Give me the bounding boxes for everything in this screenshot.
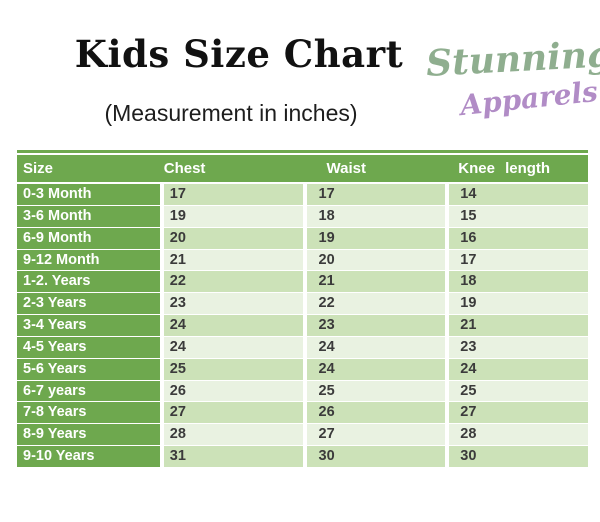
- knee-value-cell: 25: [445, 380, 588, 402]
- table-row: 3-4 Years 24 23 21: [17, 315, 588, 337]
- knee-value-cell: 19: [445, 293, 588, 315]
- chest-value-cell: 25: [159, 358, 303, 380]
- waist-value-cell: 30: [302, 446, 446, 467]
- table-row: 7-8 Years 27 26 27: [17, 402, 588, 425]
- chest-value-cell: 26: [159, 380, 303, 402]
- knee-value-cell: 21: [445, 315, 588, 336]
- chest-value-cell: 24: [159, 336, 303, 358]
- table-row: 3-6 Month 19 18 15: [17, 205, 588, 228]
- size-label-cell: 3-6 Month: [17, 205, 160, 227]
- column-header-waist: Waist: [326, 160, 366, 177]
- waist-value-cell: 23: [302, 315, 446, 336]
- chest-value-cell: 22: [159, 271, 303, 293]
- waist-value-cell: 21: [302, 271, 446, 293]
- size-label-cell: 6-9 Month: [17, 227, 160, 249]
- knee-value-cell: 17: [445, 249, 588, 271]
- knee-value-cell: 24: [445, 358, 588, 380]
- table-top-border: [17, 150, 588, 153]
- size-label-cell: 9-12 Month: [17, 249, 160, 271]
- waist-value-cell: 18: [302, 205, 446, 227]
- column-header-size: Size: [23, 160, 54, 177]
- size-label-cell: 8-9 Years: [17, 424, 160, 446]
- waist-value-cell: 19: [302, 227, 446, 249]
- table-row: 8-9 Years 28 27 28: [17, 424, 588, 447]
- chest-value-cell: 28: [159, 424, 303, 446]
- knee-value-cell: 18: [445, 271, 588, 293]
- column-header-chest: Chest: [163, 160, 206, 177]
- chest-value-cell: 27: [159, 402, 303, 424]
- size-label-cell: 3-4 Years: [17, 315, 160, 336]
- waist-value-cell: 27: [302, 424, 446, 446]
- size-label-cell: 5-6 Years: [17, 358, 160, 380]
- chest-value-cell: 21: [159, 249, 303, 271]
- chest-value-cell: 20: [159, 227, 303, 249]
- chest-value-cell: 31: [159, 446, 303, 467]
- knee-value-cell: 23: [445, 336, 588, 358]
- table-row: 6-9 Month 20 19 16: [17, 227, 588, 250]
- table-row: 2-3 Years 23 22 19: [17, 293, 588, 316]
- waist-value-cell: 20: [302, 249, 446, 271]
- size-label-cell: 4-5 Years: [17, 336, 160, 358]
- waist-value-cell: 24: [302, 336, 446, 358]
- waist-value-cell: 25: [302, 380, 446, 402]
- chest-value-cell: 24: [159, 315, 303, 336]
- size-label-cell: 7-8 Years: [17, 402, 160, 424]
- size-table-body: 0-3 Month 17 17 14 3-6 Month 19 18 15 6-…: [17, 184, 588, 468]
- column-header-knee-length: Knee length: [458, 160, 551, 177]
- table-row: 9-10 Years 31 30 30: [17, 446, 588, 468]
- knee-value-cell: 15: [445, 205, 588, 227]
- knee-value-cell: 16: [445, 227, 588, 249]
- size-label-cell: 9-10 Years: [17, 446, 160, 467]
- size-label-cell: 1-2. Years: [17, 271, 160, 293]
- knee-value-cell: 30: [445, 446, 588, 467]
- waist-value-cell: 24: [302, 358, 446, 380]
- size-label-cell: 6-7 years: [17, 380, 160, 402]
- knee-value-cell: 27: [445, 402, 588, 424]
- waist-value-cell: 22: [302, 293, 446, 315]
- knee-value-cell: 14: [445, 184, 588, 205]
- table-row: 5-6 Years 25 24 24: [17, 358, 588, 381]
- table-header-row: Size Chest Waist Knee length: [17, 155, 588, 182]
- page-title: Kids Size Chart: [74, 32, 404, 76]
- table-row: 4-5 Years 24 24 23: [17, 336, 588, 359]
- table-row: 9-12 Month 21 20 17: [17, 249, 588, 272]
- waist-value-cell: 17: [302, 184, 446, 205]
- chest-value-cell: 23: [159, 293, 303, 315]
- size-label-cell: 2-3 Years: [17, 293, 160, 315]
- table-row: 1-2. Years 22 21 18: [17, 271, 588, 294]
- table-row: 6-7 years 26 25 25: [17, 380, 588, 403]
- chest-value-cell: 19: [159, 205, 303, 227]
- waist-value-cell: 26: [302, 402, 446, 424]
- chest-value-cell: 17: [159, 184, 303, 205]
- knee-value-cell: 28: [445, 424, 588, 446]
- size-chart-table: Size Chest Waist Knee length 0-3 Month 1…: [17, 150, 588, 468]
- size-label-cell: 0-3 Month: [17, 184, 160, 205]
- measurement-unit-subtitle: (Measurement in inches): [104, 100, 358, 126]
- table-row: 0-3 Month 17 17 14: [17, 184, 588, 206]
